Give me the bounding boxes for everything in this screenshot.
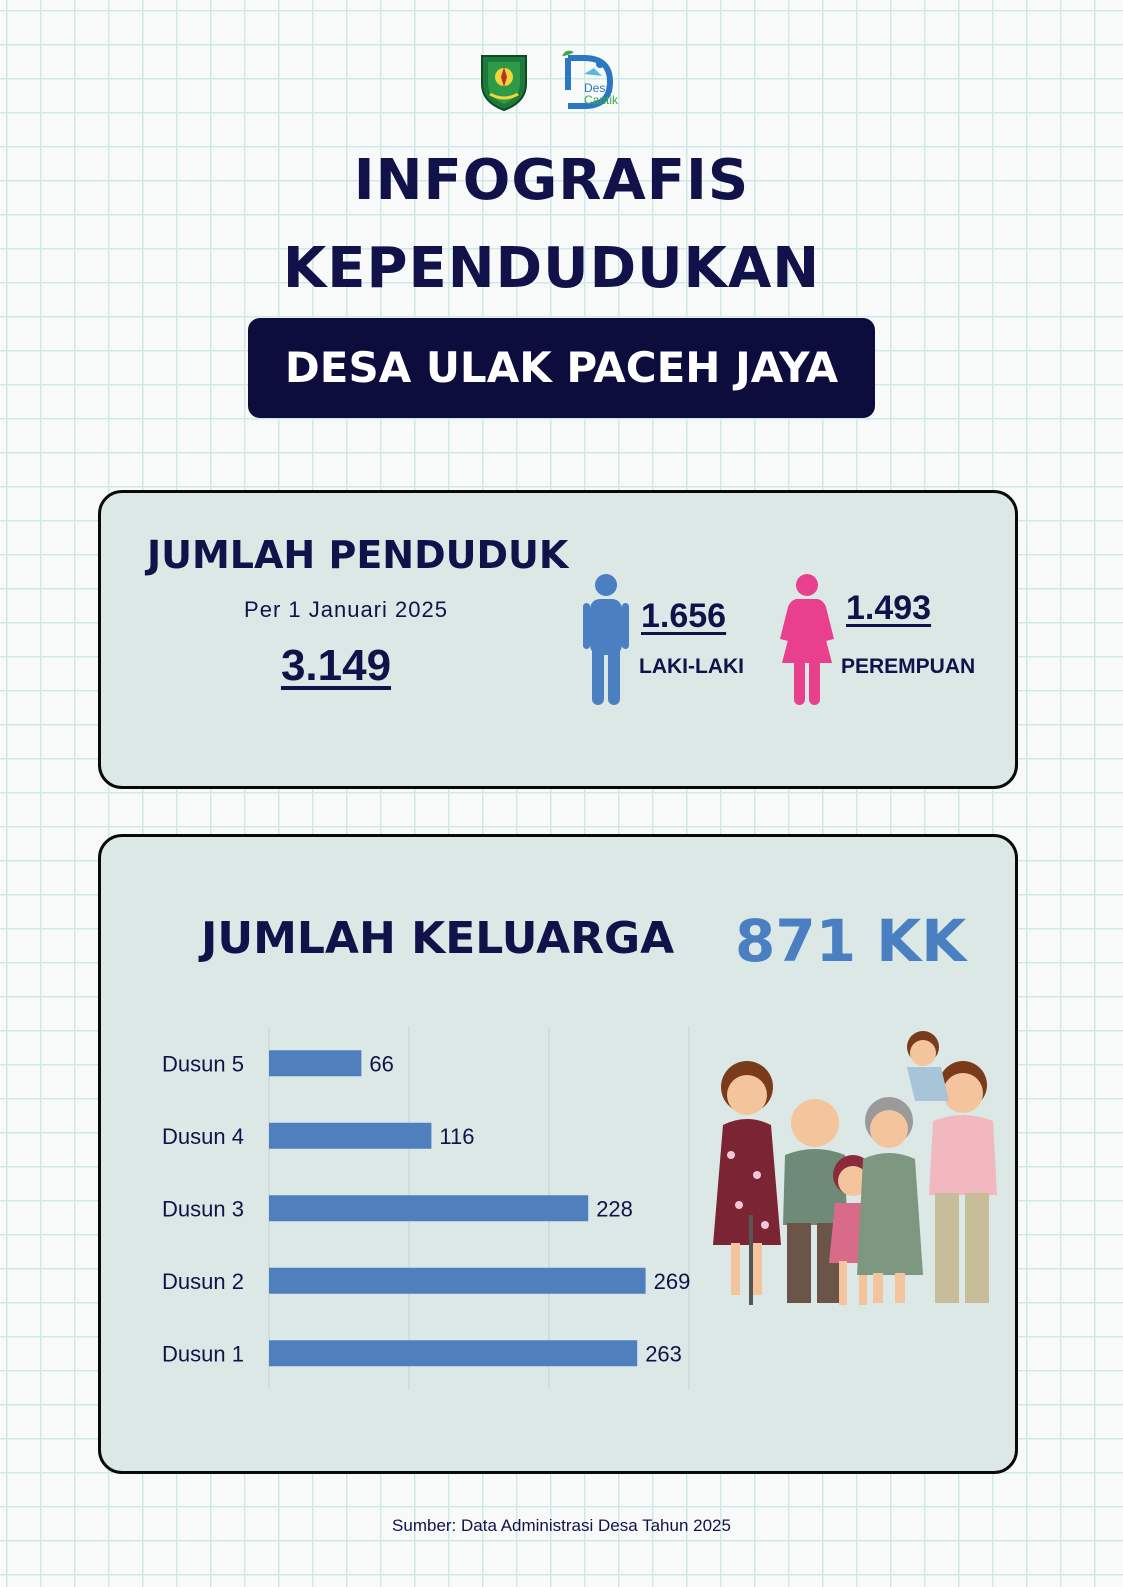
families-panel: JUMLAH KELUARGA 871 KK Dusun 5 66 Dusun 4 1… <box>98 834 1018 1474</box>
population-date: Per 1 Januari 2025 <box>244 597 448 622</box>
population-total: 3.149 <box>280 641 392 690</box>
families-bar-chart: Dusun 5 66 Dusun 4 116 Dusun 3 228 Dusun 2 269 D… <box>162 1027 691 1390</box>
category-label: Dusun 1 <box>162 1341 244 1366</box>
category-label: Dusun 4 <box>162 1124 244 1149</box>
bar <box>269 1050 362 1077</box>
families-total: 871 KK <box>735 907 967 975</box>
female-count: 1.493 <box>846 589 932 627</box>
data-label: 228 <box>596 1196 633 1221</box>
family-illustration-icon <box>713 1031 997 1305</box>
data-label: 269 <box>654 1269 691 1294</box>
category-label: Dusun 5 <box>162 1051 244 1076</box>
desa-cantik-logo-icon: Desa Cantik <box>562 50 619 109</box>
regency-emblem-icon <box>481 55 527 112</box>
data-label: 66 <box>369 1051 393 1076</box>
male-figure-icon <box>583 574 629 705</box>
bar <box>269 1340 638 1367</box>
population-panel: JUMLAH PENDUDUK Per 1 Januari 2025 3.149… <box>98 490 1018 789</box>
title-line-1: INFOGRAFIS <box>353 148 750 213</box>
source-note: Sumber: Data Administrasi Desa Tahun 202… <box>392 1516 731 1535</box>
title-line-2: KEPENDUDUKAN <box>282 236 821 301</box>
female-label: PEREMPUAN <box>841 655 976 678</box>
logos: Desa Cantik <box>478 48 648 116</box>
category-label: Dusun 2 <box>162 1269 244 1294</box>
population-heading: JUMLAH PENDUDUK <box>147 533 569 577</box>
female-figure-icon <box>780 574 834 705</box>
male-count: 1.656 <box>641 597 727 635</box>
bar <box>269 1267 646 1294</box>
bar <box>269 1195 589 1222</box>
category-label: Dusun 3 <box>162 1196 244 1221</box>
data-label: 263 <box>645 1341 682 1366</box>
logo-text-cantik: Cantik <box>584 93 619 107</box>
bar <box>269 1122 432 1149</box>
data-label: 116 <box>439 1124 474 1149</box>
logo-text-desa: Desa <box>584 81 612 95</box>
families-heading: JUMLAH KELUARGA <box>201 913 675 964</box>
male-label: LAKI-LAKI <box>639 655 744 678</box>
village-banner: DESA ULAK PACEH JAYA <box>248 318 875 418</box>
